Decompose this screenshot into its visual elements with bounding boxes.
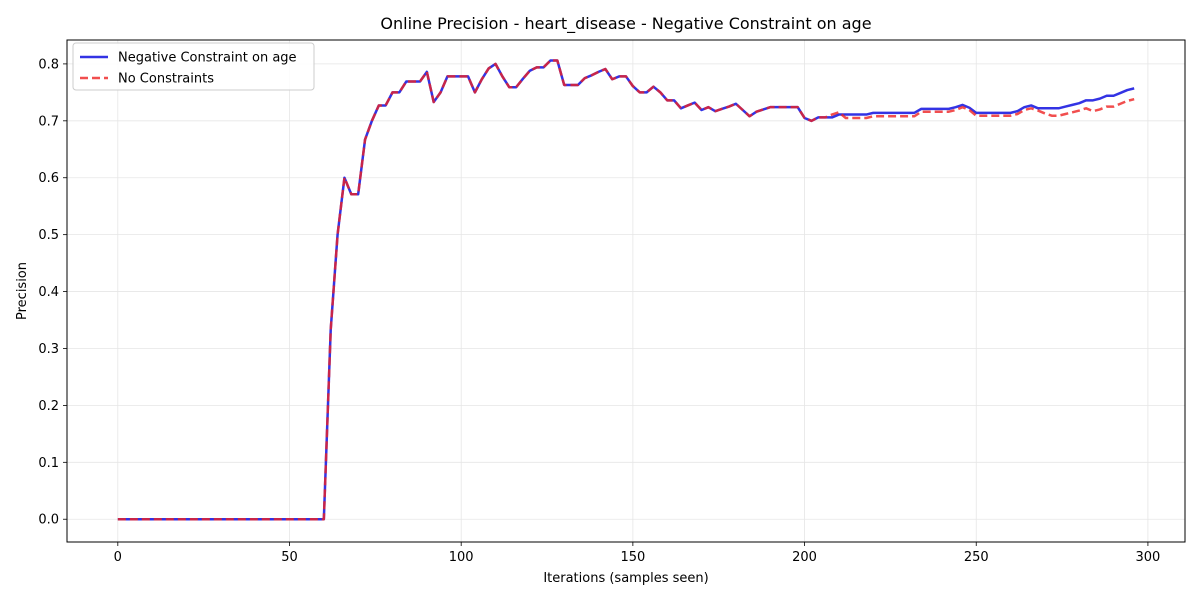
x-tick-label: 200 (792, 550, 817, 565)
legend-label-1: Negative Constraint on age (118, 51, 297, 66)
legend: Negative Constraint on age No Constraints (72, 42, 315, 91)
y-tick-label: 0.5 (38, 228, 59, 243)
legend-box (72, 42, 315, 91)
x-tick-label: 50 (281, 550, 298, 565)
series-line-2 (117, 59, 1135, 521)
y-axis-label: Precision (15, 262, 30, 320)
ticks: 0 50 100 150 200 250 300 0.0 0.1 0.2 0.3 0.4 0.5 0.6 0… (38, 57, 1160, 565)
x-tick-label: 150 (620, 550, 645, 565)
plot-frame (66, 39, 1186, 543)
x-tick-label: 0 (114, 550, 122, 565)
y-tick-label: 0.8 (38, 57, 59, 72)
x-tick-label: 300 (1136, 550, 1161, 565)
y-tick-label: 0.4 (38, 285, 59, 300)
x-axis-label: Iterations (samples seen) (543, 571, 708, 586)
legend-label-2: No Constraints (118, 72, 214, 87)
y-tick-label: 0.1 (38, 456, 59, 471)
y-tick-label: 0.6 (38, 171, 59, 186)
y-tick-label: 0.2 (38, 399, 59, 414)
x-tick-label: 250 (964, 550, 989, 565)
x-tick-label: 100 (449, 550, 474, 565)
y-tick-label: 0.7 (38, 114, 59, 129)
chart-title: Online Precision - heart_disease - Negat… (380, 14, 871, 34)
series-layer (117, 59, 1135, 521)
y-tick-label: 0.0 (38, 513, 59, 528)
y-tick-label: 0.3 (38, 342, 59, 357)
